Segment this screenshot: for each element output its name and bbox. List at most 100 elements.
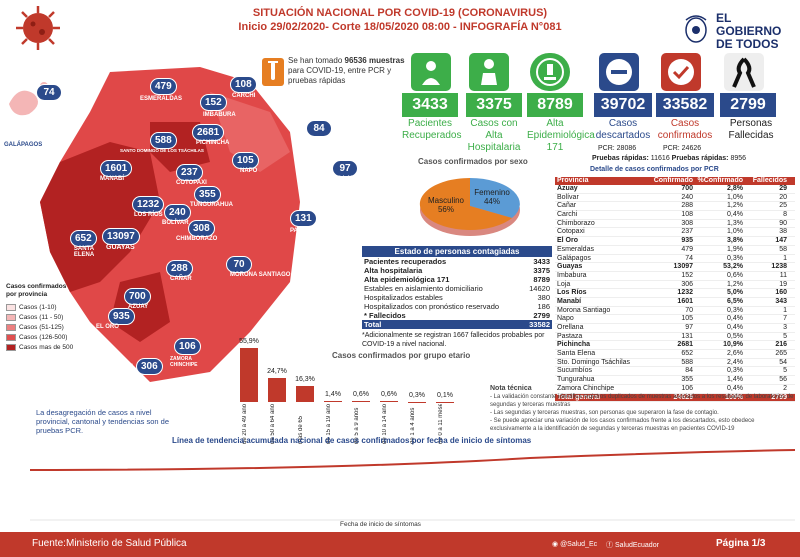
table-cell: 2 <box>783 384 787 392</box>
table-cell: 160 <box>775 289 787 297</box>
recovered-icon <box>411 53 451 91</box>
table-row: Loja 306 1,2% 19 <box>555 281 795 290</box>
map-bubble-pichincha: 2681 <box>192 124 225 141</box>
status-row-value: 2799 <box>533 311 550 320</box>
total-pct: 100% <box>725 393 743 401</box>
pie-slice-masculino <box>419 177 512 230</box>
table-row: Santa Elena 652 2,6% 265 <box>555 350 795 359</box>
map-label-guayas: GUAYAS <box>106 244 135 251</box>
facebook-handle[interactable]: ⓕ SaludEcuador <box>606 542 659 549</box>
legend-item: Casos mas de 500 <box>6 342 86 352</box>
epidemiological-discharge-label: Alta Epidemiológica <box>527 118 595 141</box>
table-cell: 355 <box>681 376 693 384</box>
epidemiological-discharge-count: 8789 <box>527 93 583 117</box>
legend-items: Casos (1-10) Casos (11 - 50) Casos (51-125… <box>6 302 86 352</box>
table-row: Tungurahua 355 1,4% 56 <box>555 376 795 385</box>
table-row: Pichincha 2681 10,9% 216 <box>555 341 795 351</box>
table-cell: 1 <box>783 254 787 262</box>
status-row: Hospitalizados con pronóstico reservado 1… <box>362 302 552 311</box>
trend-line-chart <box>30 449 795 521</box>
map-label-pichincha: PICHINCHA <box>196 140 230 146</box>
page-indicator: Página 1/3 <box>716 538 766 549</box>
status-row: Alta epidemiológica 171 8789 <box>362 275 552 284</box>
gov-line-3: DE TODOS <box>716 37 779 51</box>
table-row: Orellana 97 0,4% 3 <box>555 324 795 333</box>
map-bubble-santa-elena: 652 <box>70 230 97 247</box>
table-cell: Sucumbíos <box>557 367 593 375</box>
table-row: El Oro 935 3,8% 147 <box>555 237 795 246</box>
status-total-label: Total <box>364 320 382 329</box>
technical-note-line-1: - La validación constante identifica reg… <box>490 394 794 408</box>
status-row-label: Alta epidemiológica 171 <box>364 275 450 284</box>
table-cell: 1,2% <box>727 280 743 288</box>
status-row: Alta hospitalaria 3375 <box>362 266 552 275</box>
table-cell: 0,4% <box>727 211 743 219</box>
table-row: Pastaza 131 0,5% 5 <box>555 333 795 342</box>
hospital-discharge-icon <box>469 53 509 91</box>
age-bar-label: 55,9% <box>239 337 259 345</box>
table-cell: 216 <box>775 341 787 349</box>
map-label-azuay: AZUAY <box>128 304 149 310</box>
twitter-handle[interactable]: ◉ @Salud_Ec <box>552 541 598 548</box>
table-cell: Sto. Domingo Tsáchilas <box>557 358 631 366</box>
total-confirmed: 24626 <box>673 393 693 401</box>
legend-label: Casos mas de 500 <box>19 343 74 351</box>
status-row: * Fallecidos 2799 <box>362 311 552 320</box>
table-cell: 1,0% <box>727 193 743 201</box>
trend-line <box>30 449 795 471</box>
status-row-value: 14620 <box>529 284 550 293</box>
technical-note-line-2: - Las segundas y terceras muestras, son … <box>490 410 719 416</box>
map-bubble-pastaza: 131 <box>290 210 317 227</box>
map-bubble-morona: 70 <box>226 256 252 273</box>
table-cell: Santa Elena <box>557 350 596 358</box>
age-bar <box>324 400 342 402</box>
table-cell: 652 <box>681 350 693 358</box>
table-cell: 935 <box>681 237 693 245</box>
map-label-santa-elena: SANTA ELENA <box>73 246 95 258</box>
total-deaths: 2799 <box>771 393 787 401</box>
masculino-label: Masculino <box>427 196 464 205</box>
table-cell: 1,4% <box>727 376 743 384</box>
table-cell: Cañar <box>557 202 577 210</box>
source-value: Ministerio de Salud Pública <box>66 538 187 549</box>
mourning-ribbon-icon <box>724 53 764 91</box>
table-row: Napo 105 0,4% 7 <box>555 315 795 324</box>
table-row: Zamora Chinchipe 106 0,4% 2 <box>555 385 795 394</box>
map-label-el-oro: EL ORO <box>96 324 119 330</box>
age-bar-label: 0,1% <box>437 391 453 399</box>
table-cell: 5 <box>783 332 787 340</box>
table-cell: Napo <box>557 315 574 323</box>
table-row: Sto. Domingo Tsáchilas 588 2,4% 54 <box>555 359 795 368</box>
age-bar <box>436 401 454 403</box>
map-label-carchi: CARCHI <box>232 93 256 99</box>
legend-item: Casos (11 - 50) <box>6 312 86 322</box>
map-bubble-chimborazo: 308 <box>188 220 215 237</box>
muestras-value: 96536 <box>344 56 367 65</box>
muestras-text: Se han tomado 96536 muestras para COVID-… <box>288 56 408 86</box>
table-cell: Azuay <box>557 185 578 192</box>
muestras-word: muestras <box>368 56 405 65</box>
table-cell: 1,3% <box>727 219 743 227</box>
confirmed-pcr: PCR: 24626 <box>663 145 702 152</box>
table-cell: Imbabura <box>557 271 587 279</box>
table-row: Morona Santiago 70 0,3% 1 <box>555 307 795 316</box>
table-cell: 0,4% <box>727 315 743 323</box>
map-label-tungurahua: TUNGURAHUA <box>190 202 233 208</box>
table-cell: 588 <box>681 358 693 366</box>
status-total-row: Total 33582 <box>362 320 552 329</box>
legend-swatch <box>6 333 16 341</box>
table-cell: 0,3% <box>727 367 743 375</box>
table-cell: Cotopaxi <box>557 228 585 236</box>
table-row: Azuay 700 2,8% 29 <box>555 185 795 194</box>
status-row-label: Hospitalizados con pronóstico reservado <box>364 302 500 311</box>
table-cell: 106 <box>681 384 693 392</box>
map-bubble-sucumbios: 84 <box>306 120 332 137</box>
table-cell: 11 <box>779 271 787 279</box>
table-cell: 1,0% <box>727 228 743 236</box>
table-cell: Guayas <box>557 263 583 271</box>
sex-chart-title: Casos confirmados por sexo <box>418 157 528 166</box>
legend-swatch <box>6 323 16 331</box>
epidemiological-extra: 171 <box>546 142 564 153</box>
legend-item: Casos (1-10) <box>6 302 86 312</box>
table-cell: 147 <box>775 237 787 245</box>
